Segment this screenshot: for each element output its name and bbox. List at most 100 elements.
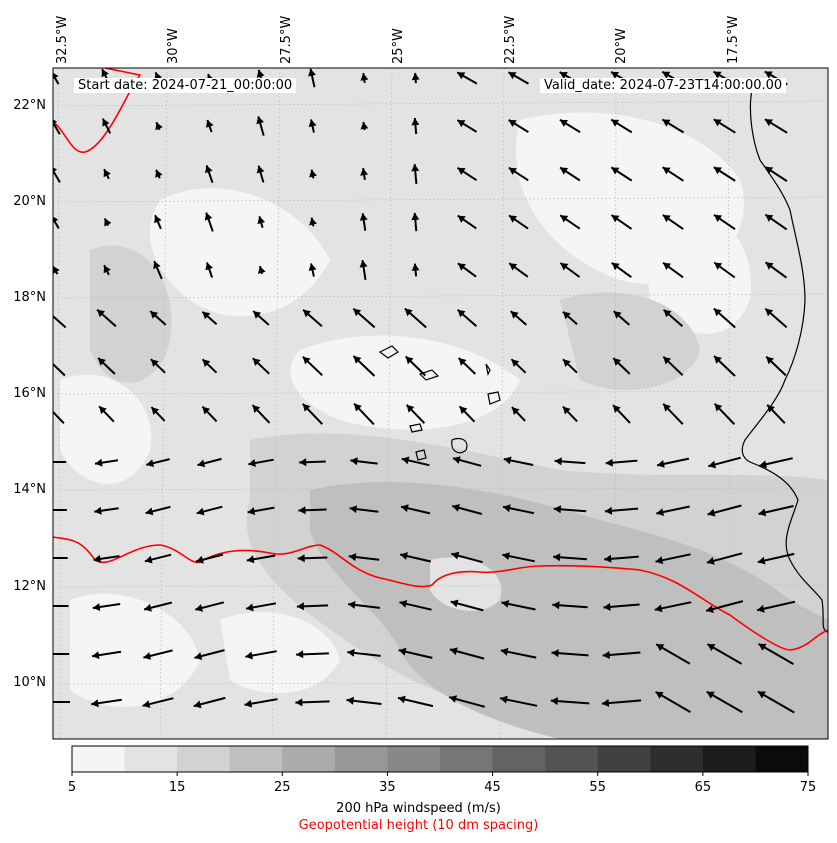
wind-vector-head <box>509 215 517 223</box>
colorbar-tick-label: 35 <box>379 780 396 795</box>
wind-vector-head <box>296 650 304 659</box>
colorbar-tick-label: 65 <box>694 780 712 795</box>
wind-vector-head <box>765 262 774 270</box>
wind-vector-head <box>656 644 665 652</box>
wind-vector-head <box>205 165 213 174</box>
wind-vector-head <box>767 404 775 413</box>
wind-vector-head <box>613 358 622 366</box>
colorbar-tick-label: 5 <box>67 780 77 795</box>
wind-vector-head <box>404 308 413 317</box>
wind-vector-head <box>42 602 49 610</box>
wind-vector-head <box>510 311 519 319</box>
wind-vector-head <box>252 405 261 413</box>
wind-vectors <box>40 68 796 714</box>
wind-vector-head <box>757 556 766 565</box>
wind-vector-head <box>560 263 569 271</box>
wind-vector-head <box>452 456 461 464</box>
wind-vector-head <box>757 604 765 613</box>
wind-vector-head <box>360 168 369 176</box>
wind-vector-head <box>500 695 508 704</box>
wind-vector-head <box>613 311 622 319</box>
wind-vector-head <box>759 460 767 469</box>
wind-vector-head <box>450 599 459 608</box>
wind-vector-head <box>501 600 510 608</box>
wind-vector-head <box>449 647 458 656</box>
wind-vector-head <box>204 212 213 221</box>
lat-label: 20°N <box>13 194 46 209</box>
wind-vector-head <box>502 552 510 560</box>
wind-vector-head <box>43 506 50 514</box>
wind-vector-head <box>349 505 357 514</box>
wind-vector-head <box>706 557 715 565</box>
wind-vector-head <box>662 214 671 223</box>
lon-label: 22.5°W <box>503 15 518 64</box>
wind-vector-head <box>40 698 47 706</box>
lon-label: 32.5°W <box>55 15 70 64</box>
wind-vector-head <box>150 311 159 319</box>
colorbar <box>71 745 809 776</box>
wind-vector-head <box>202 359 211 367</box>
colorbar-tick-label: 25 <box>274 780 291 795</box>
lat-label: 22°N <box>13 98 46 113</box>
wind-vector-head <box>503 504 511 513</box>
graticule <box>53 68 828 739</box>
lat-label: 10°N <box>13 675 46 690</box>
wind-vector-head <box>655 691 664 699</box>
wind-vector-head <box>94 506 102 515</box>
wind-vector-head <box>354 403 362 412</box>
wind-vector-head <box>202 311 211 320</box>
wind-vector-head <box>257 216 266 225</box>
wind-vector-head <box>758 508 767 517</box>
colorbar-swatch <box>545 746 599 772</box>
wind-vector-head <box>92 651 100 660</box>
wind-vector-head <box>103 265 111 274</box>
wind-vector-head <box>508 119 517 127</box>
wind-vector-head <box>246 603 254 612</box>
wind-vector-head <box>662 119 671 127</box>
wind-vector-head <box>353 356 362 364</box>
wind-vector-head <box>560 167 569 175</box>
wind-vector-head <box>309 169 317 178</box>
wind-vector-head <box>707 644 716 652</box>
wind-vector-head <box>457 72 466 80</box>
wind-vector-shaft <box>53 216 60 229</box>
windspeed-shading <box>53 68 828 739</box>
wind-vector-head <box>406 404 415 413</box>
wind-vector-head <box>98 358 106 366</box>
wind-vector-head <box>601 699 610 707</box>
wind-vector-head <box>360 122 369 130</box>
wind-vector-head <box>142 700 151 708</box>
wind-vector-head <box>53 216 59 223</box>
wind-vector-head <box>308 68 316 77</box>
wind-vector-head <box>154 215 162 224</box>
wind-vector-head <box>550 697 558 706</box>
wind-vector-head <box>93 554 101 563</box>
wind-vector-head <box>457 215 466 223</box>
wind-vector-head <box>244 699 253 708</box>
wind-vector-head <box>102 118 110 127</box>
wind-vector-head <box>503 456 512 465</box>
wind-vector-head <box>559 72 568 79</box>
wind-vector-head <box>411 212 420 221</box>
wind-vector-head <box>53 266 60 274</box>
wind-vector-head <box>151 407 160 415</box>
wind-vector-head <box>405 356 414 365</box>
colorbar-swatch <box>124 746 178 772</box>
wind-vector-head <box>398 647 407 656</box>
wind-vector-head <box>308 119 317 128</box>
colorbar-tick-label: 15 <box>168 780 186 795</box>
wind-vector-head <box>611 167 620 175</box>
wind-vector-head <box>359 213 368 221</box>
wind-vector-head <box>41 650 48 658</box>
colorbar-label: 200 hPa windspeed (m/s) <box>336 801 501 816</box>
wind-vector-head <box>511 359 520 367</box>
wind-vector-head <box>655 556 664 565</box>
wind-vector-shaft <box>53 410 65 424</box>
wind-vector-head <box>346 696 354 705</box>
wind-vector-head <box>256 116 264 125</box>
wind-vector-head <box>44 309 52 317</box>
wind-vector-head <box>611 119 620 127</box>
wind-vector-head <box>53 72 59 80</box>
wind-vector-head <box>764 71 773 79</box>
wind-vector-head <box>205 119 214 128</box>
